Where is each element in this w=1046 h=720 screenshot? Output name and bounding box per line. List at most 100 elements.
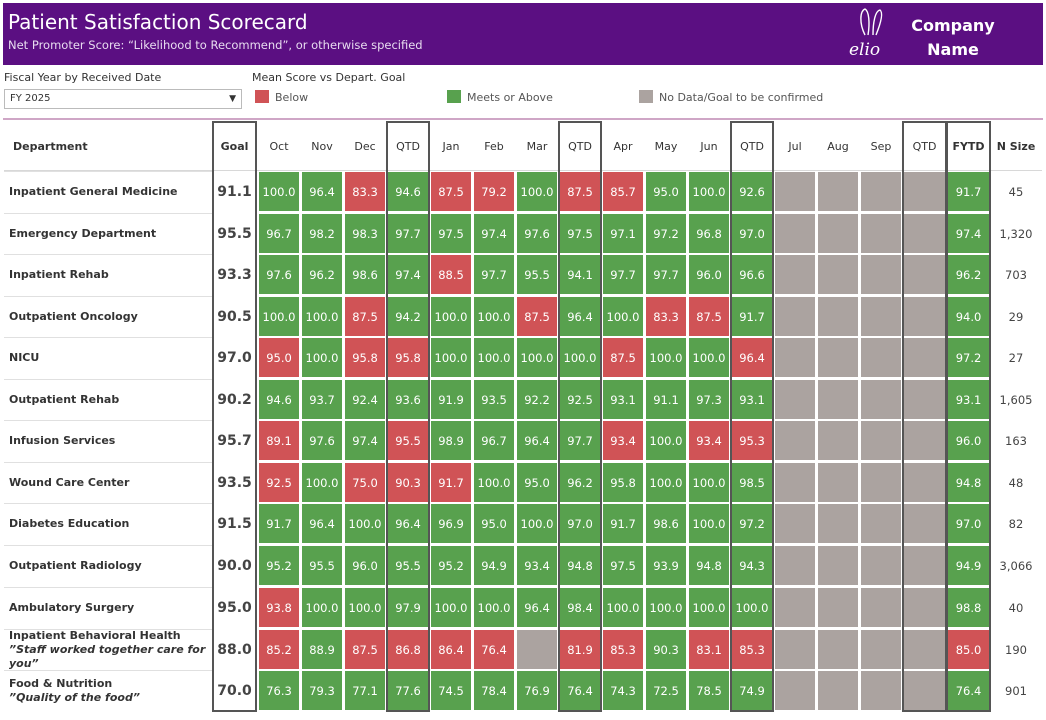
goal-value: 91.5 (217, 515, 252, 532)
score-cell: 96.4 (517, 588, 557, 627)
fiscal-year-select-value: FY 2025 (10, 93, 51, 104)
score-cell: 74.9 (732, 671, 772, 710)
score-cell: 96.4 (302, 504, 342, 543)
score-cell: 87.5 (345, 297, 385, 336)
score-cell (775, 504, 815, 543)
score-cell: 95.8 (388, 338, 428, 377)
score-cell: 86.8 (388, 630, 428, 669)
score-cell: 100.0 (302, 338, 342, 377)
column-header: Jan (442, 139, 460, 153)
legend-item-meets: Meets or Above (447, 90, 553, 104)
score-cell: 97.2 (646, 214, 686, 253)
department-label: Inpatient Behavioral Health (9, 629, 181, 642)
column-header: Department (13, 139, 88, 153)
score-cell: 100.0 (732, 588, 772, 627)
score-cell: 100.0 (474, 463, 514, 502)
score-cell: 83.3 (345, 172, 385, 211)
score-cell: 97.6 (302, 421, 342, 460)
department-name: Outpatient Radiology (4, 545, 213, 586)
score-cell: 93.4 (517, 546, 557, 585)
score-cell: 87.5 (431, 172, 471, 211)
score-cell: 97.0 (732, 214, 772, 253)
department-name: Wound Care Center (4, 462, 213, 503)
score-cell: 97.4 (345, 421, 385, 460)
column-header: May (654, 139, 678, 153)
n-size-value: 1,320 (991, 213, 1041, 254)
column-header: Apr (613, 139, 633, 153)
score-cell (904, 172, 945, 211)
score-cell: 96.4 (388, 504, 428, 543)
row-divider (213, 545, 1042, 546)
score-cell: 81.9 (560, 630, 600, 669)
score-cell: 100.0 (431, 297, 471, 336)
score-cell: 96.2 (560, 463, 600, 502)
score-cell: 86.4 (431, 630, 471, 669)
row-divider (213, 462, 1042, 463)
n-size-value: 1,605 (991, 379, 1041, 420)
department-label: Ambulatory Surgery (9, 601, 135, 614)
row-divider (213, 379, 1042, 380)
score-cell: 93.6 (388, 380, 428, 419)
score-cell: 90.3 (388, 463, 428, 502)
score-cell: 93.9 (646, 546, 686, 585)
score-cell: 78.4 (474, 671, 514, 710)
chevron-down-icon[interactable]: ▼ (229, 94, 236, 104)
score-cell: 85.0 (948, 630, 989, 669)
score-cell: 91.9 (431, 380, 471, 419)
score-cell (861, 630, 901, 669)
score-cell: 94.6 (388, 172, 428, 211)
goal-value: 70.0 (217, 682, 252, 699)
column-header: Oct (269, 139, 289, 153)
score-cell (904, 546, 945, 585)
score-cell: 100.0 (345, 504, 385, 543)
score-cell: 87.5 (345, 630, 385, 669)
row-divider (213, 337, 1042, 338)
score-cell: 92.5 (259, 463, 299, 502)
column-header: Feb (484, 139, 504, 153)
n-size-value: 82 (991, 503, 1041, 544)
score-cell: 93.8 (259, 588, 299, 627)
score-cell: 74.5 (431, 671, 471, 710)
department-metric-label: ”Quality of the food” (9, 691, 140, 704)
score-cell: 78.5 (689, 671, 729, 710)
score-cell (775, 380, 815, 419)
score-cell: 83.1 (689, 630, 729, 669)
score-cell: 98.8 (948, 588, 989, 627)
score-cell: 95.5 (388, 546, 428, 585)
row-divider (213, 670, 1042, 671)
fiscal-year-select[interactable]: FY 2025 ▼ (4, 89, 242, 109)
score-cell: 95.0 (259, 338, 299, 377)
department-label: Inpatient Rehab (9, 268, 109, 281)
score-cell: 77.1 (345, 671, 385, 710)
score-cell: 100.0 (259, 297, 299, 336)
score-cell: 94.1 (560, 255, 600, 294)
goal-value: 97.0 (217, 349, 252, 366)
score-cell (775, 338, 815, 377)
department-name: Emergency Department (4, 213, 213, 254)
department-label: Outpatient Radiology (9, 559, 142, 572)
legend-label-below: Below (275, 91, 309, 104)
score-cell: 97.7 (560, 421, 600, 460)
score-cell: 93.1 (948, 380, 989, 419)
score-cell: 97.7 (474, 255, 514, 294)
logo-wordmark: elio (849, 40, 881, 60)
score-cell: 98.6 (646, 504, 686, 543)
score-cell: 97.2 (948, 338, 989, 377)
score-cell (904, 671, 945, 710)
column-header: FYTD (952, 139, 985, 153)
score-cell: 90.3 (646, 630, 686, 669)
score-cell: 97.4 (948, 214, 989, 253)
score-cell: 97.7 (646, 255, 686, 294)
score-cell (861, 671, 901, 710)
score-cell: 96.9 (431, 504, 471, 543)
score-cell: 97.4 (474, 214, 514, 253)
fiscal-year-filter-label: Fiscal Year by Received Date (4, 71, 162, 84)
column-header: Dec (354, 139, 376, 153)
score-cell: 83.3 (646, 297, 686, 336)
page-title: Patient Satisfaction Scorecard (8, 10, 308, 34)
score-cell (861, 172, 901, 211)
score-cell: 100.0 (603, 297, 643, 336)
department-name: Inpatient Rehab (4, 254, 213, 295)
score-cell (861, 504, 901, 543)
score-cell (775, 255, 815, 294)
